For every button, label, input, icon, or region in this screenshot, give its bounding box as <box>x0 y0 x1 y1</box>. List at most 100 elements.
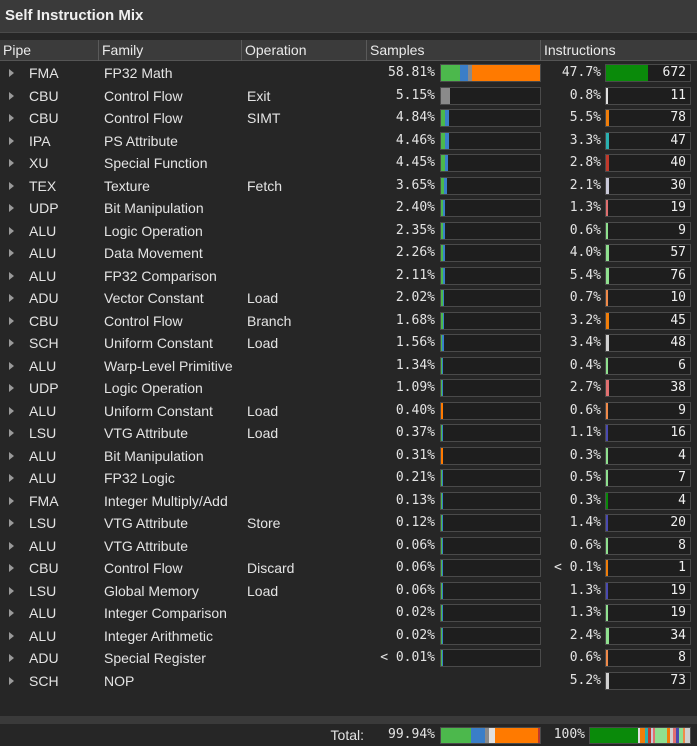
family-cell: Integer Multiply/Add <box>104 492 228 509</box>
expand-arrow-icon[interactable] <box>9 429 14 437</box>
table-row[interactable]: SCH Uniform Constant Load 1.56% 3.4% 48 <box>0 332 697 355</box>
expand-arrow-icon[interactable] <box>9 541 14 550</box>
expand-arrow-icon[interactable] <box>9 339 14 347</box>
samples-bar <box>440 379 541 397</box>
samples-bar <box>440 244 541 262</box>
table-row[interactable]: ALU Integer Arithmetic 0.02% 2.4% 34 <box>0 625 697 648</box>
expand-arrow-icon[interactable] <box>9 654 14 662</box>
table-row[interactable]: FMA Integer Multiply/Add 0.13% 0.3% 4 <box>0 490 697 513</box>
family-cell: Integer Comparison <box>104 605 227 621</box>
instructions-bar-fill <box>606 155 609 171</box>
total-instructions-segment <box>670 728 673 743</box>
column-header-samples[interactable]: Samples <box>366 40 540 61</box>
expand-arrow-icon[interactable] <box>9 609 14 617</box>
samples-percent: 1.34% <box>395 357 435 373</box>
table-row[interactable]: ALU FP32 Logic 0.21% 0.5% 7 <box>0 467 697 490</box>
table-row[interactable]: LSU VTG Attribute Load 0.37% 1.1% 16 <box>0 422 697 445</box>
table-row[interactable]: IPA PS Attribute 4.46% 3.3% 47 <box>0 130 697 153</box>
table-row[interactable]: ADU Special Register < 0.01% 0.6% 8 <box>0 647 697 670</box>
expand-arrow-icon[interactable] <box>9 564 14 572</box>
samples-bar-segment <box>459 65 468 81</box>
expand-arrow-icon[interactable] <box>9 204 14 212</box>
table-row[interactable]: LSU VTG Attribute Store 0.12% 1.4% 20 <box>0 512 697 535</box>
expand-arrow-icon[interactable] <box>9 294 14 302</box>
samples-bar <box>440 581 541 600</box>
pipe-cell: CBU <box>29 560 59 576</box>
table-row[interactable]: ALU Bit Manipulation 0.31% 0.3% 4 <box>0 445 697 468</box>
table-row[interactable]: ALU VTG Attribute 0.06% 0.6% 8 <box>0 535 697 558</box>
expand-arrow-icon[interactable] <box>9 249 14 257</box>
total-label: Total: <box>330 727 364 743</box>
table-row[interactable]: UDP Bit Manipulation 2.40% 1.3% 19 <box>0 197 697 220</box>
instructions-percent: 0.6% <box>569 650 601 665</box>
expand-arrow-icon[interactable] <box>9 496 14 505</box>
expand-arrow-icon[interactable] <box>9 69 14 77</box>
expand-arrow-icon[interactable] <box>9 226 14 235</box>
table-row[interactable]: ALU Data Movement 2.26% 4.0% 57 <box>0 242 697 265</box>
table-row[interactable]: ALU Logic Operation 2.35% 0.6% 9 <box>0 220 697 243</box>
table-row[interactable]: ALU Integer Comparison 0.02% 1.3% 19 <box>0 602 697 625</box>
instructions-bar-fill <box>606 672 610 689</box>
total-instructions-segment <box>655 728 667 743</box>
instructions-bar-fill <box>606 537 609 554</box>
expand-arrow-icon[interactable] <box>9 384 14 392</box>
table-row[interactable]: ADU Vector Constant Load 2.02% 0.7% 10 <box>0 287 697 310</box>
expand-arrow-icon[interactable] <box>9 451 14 460</box>
instructions-bar: 11 <box>605 86 691 105</box>
instruction-count: 19 <box>670 582 686 598</box>
table-row[interactable]: SCH NOP 5.2% 73 <box>0 670 697 693</box>
instructions-bar: 10 <box>605 289 691 307</box>
window-title: Self Instruction Mix <box>5 7 144 24</box>
instructions-bar: 8 <box>605 536 691 555</box>
expand-arrow-icon[interactable] <box>9 406 14 415</box>
table-row[interactable]: CBU Control Flow Branch 1.68% 3.2% 45 <box>0 310 697 333</box>
instructions-bar-fill <box>606 425 609 441</box>
table-row[interactable]: ALU Warp-Level Primitive 1.34% 0.4% 6 <box>0 355 697 378</box>
column-header-instructions[interactable]: Instructions <box>540 40 697 61</box>
table-row[interactable]: LSU Global Memory Load 0.06% 1.3% 19 <box>0 580 697 603</box>
expand-arrow-icon[interactable] <box>9 181 14 190</box>
expand-arrow-icon[interactable] <box>9 159 14 167</box>
instructions-percent: 0.3% <box>569 447 601 463</box>
samples-percent: 0.02% <box>395 627 435 643</box>
expand-arrow-icon[interactable] <box>9 361 14 370</box>
samples-bar <box>440 221 541 240</box>
expand-arrow-icon[interactable] <box>9 316 14 325</box>
expand-arrow-icon[interactable] <box>9 136 14 145</box>
column-header-operation[interactable]: Operation <box>241 40 366 61</box>
instructions-bar-fill <box>606 470 609 486</box>
samples-percent: 2.40% <box>395 200 435 215</box>
instructions-bar-fill <box>606 290 609 306</box>
samples-bar <box>440 514 541 532</box>
expand-arrow-icon[interactable] <box>9 114 14 122</box>
family-cell: Control Flow <box>104 560 183 576</box>
instructions-bar: 48 <box>605 334 691 352</box>
samples-percent: 2.35% <box>395 222 435 238</box>
column-header-family[interactable]: Family <box>98 40 241 61</box>
pipe-cell: XU <box>29 155 49 171</box>
table-row[interactable]: CBU Control Flow Discard 0.06% < 0.1% 1 <box>0 557 697 580</box>
samples-bar-segment <box>442 492 444 509</box>
expand-arrow-icon[interactable] <box>9 271 14 280</box>
table-row[interactable]: ALU FP32 Comparison 2.11% 5.4% 76 <box>0 265 697 288</box>
table-row[interactable]: CBU Control Flow Exit 5.15% 0.8% 11 <box>0 85 697 108</box>
column-header-pipe[interactable]: Pipe <box>3 42 32 58</box>
pipe-cell: IPA <box>29 132 51 149</box>
expand-arrow-icon[interactable] <box>9 631 14 640</box>
expand-arrow-icon[interactable] <box>9 676 14 685</box>
family-cell: Uniform Constant <box>104 335 213 351</box>
table-row[interactable]: CBU Control Flow SIMT 4.84% 5.5% 78 <box>0 107 697 130</box>
pipe-cell: CBU <box>29 312 59 329</box>
instructions-bar-fill <box>606 65 648 81</box>
expand-arrow-icon[interactable] <box>9 91 14 100</box>
table-row[interactable]: FMA FP32 Math 58.81% 47.7% 672 <box>0 62 697 85</box>
table-row[interactable]: UDP Logic Operation 1.09% 2.7% 38 <box>0 377 697 400</box>
pipe-cell: FMA <box>29 65 59 81</box>
expand-arrow-icon[interactable] <box>9 586 14 595</box>
table-row[interactable]: XU Special Function 4.45% 2.8% 40 <box>0 152 697 175</box>
instruction-count: 19 <box>670 605 686 620</box>
table-row[interactable]: ALU Uniform Constant Load 0.40% 0.6% 9 <box>0 400 697 423</box>
expand-arrow-icon[interactable] <box>9 519 14 527</box>
table-row[interactable]: TEX Texture Fetch 3.65% 2.1% 30 <box>0 175 697 198</box>
expand-arrow-icon[interactable] <box>9 474 14 482</box>
